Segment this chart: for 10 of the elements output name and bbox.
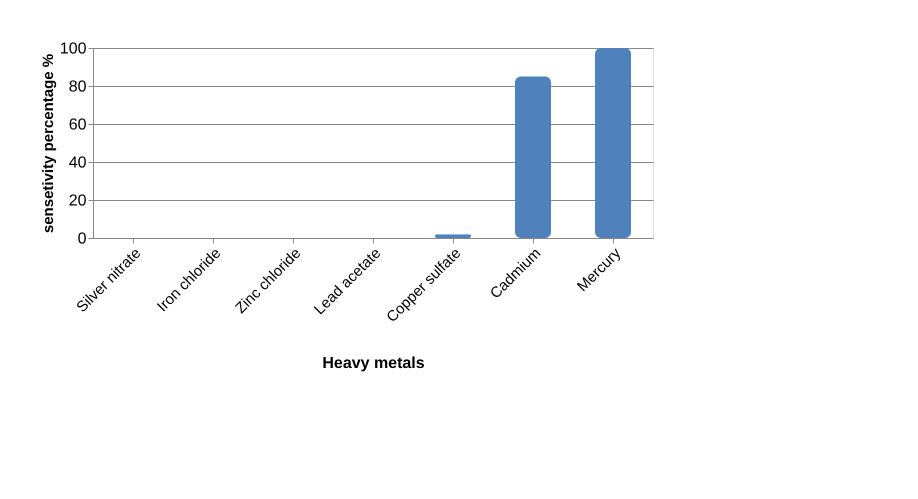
y-tick-label: 80	[68, 78, 87, 96]
bar	[515, 76, 551, 238]
y-tick-label: 40	[68, 154, 87, 172]
y-tick-label: 60	[68, 116, 87, 134]
x-axis-title: Heavy metals	[322, 355, 425, 372]
y-tick-label: 20	[68, 192, 87, 210]
bar	[595, 48, 631, 238]
y-axis-title: sensetivity percentage %	[40, 54, 57, 234]
y-tick-label: 100	[60, 40, 87, 58]
y-tick-label: 0	[78, 230, 87, 248]
